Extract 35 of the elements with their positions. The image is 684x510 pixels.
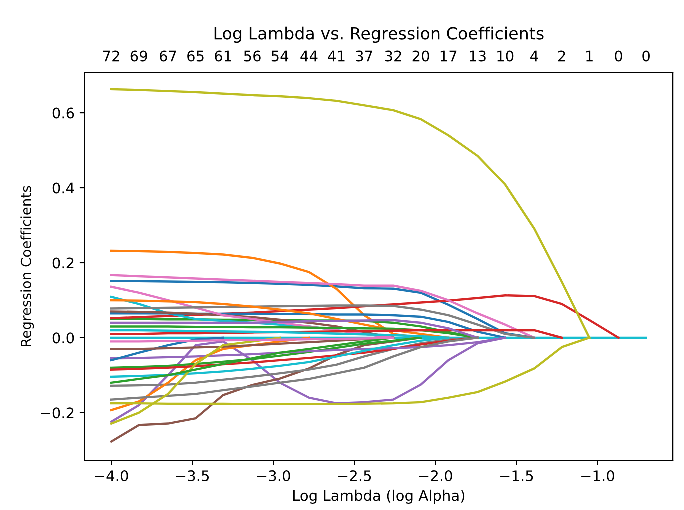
y-tick-label: 0.0 (52, 332, 74, 344)
text: 72 (103, 50, 120, 62)
text: 0 (615, 50, 622, 62)
text: 4 (530, 50, 538, 62)
x-tick-label: −1.5 (500, 470, 534, 482)
y-tick-label: 0.2 (52, 258, 74, 269)
text: 37 (356, 50, 372, 62)
text: 17 (440, 50, 457, 62)
x-tick-label: −3.5 (176, 470, 210, 482)
x-axis-title: Log Lambda (log Alpha) (293, 490, 465, 504)
x-tick-label: −2.0 (419, 470, 452, 482)
y-tick-label: 0.6 (52, 108, 74, 119)
x-tick-label: −2.5 (338, 470, 372, 482)
x-tick-label: −3.0 (257, 470, 290, 482)
y-tick-label: 0.4 (52, 182, 74, 194)
text: 10 (498, 50, 514, 62)
text: 67 (160, 50, 176, 62)
y-tick-label: −0.2 (41, 408, 74, 419)
text: 65 (188, 50, 204, 62)
text: 61 (215, 50, 232, 62)
text: 1 (586, 50, 593, 62)
text: 41 (328, 50, 345, 62)
x-tick-label: −4.0 (95, 470, 128, 482)
text: 20 (412, 50, 430, 62)
text: 32 (385, 50, 402, 62)
text: 2 (558, 50, 566, 62)
x-tick-label: −1.0 (582, 470, 614, 482)
y-axis-title: Regression Coefficients (20, 186, 34, 347)
chart-title: Log Lambda vs. Regression Coefficients (214, 26, 544, 44)
text: 44 (300, 50, 318, 62)
text: 13 (470, 50, 486, 62)
text: 56 (244, 50, 261, 62)
text: 69 (130, 50, 148, 62)
text: 54 (272, 50, 289, 62)
text: 0 (642, 50, 650, 62)
